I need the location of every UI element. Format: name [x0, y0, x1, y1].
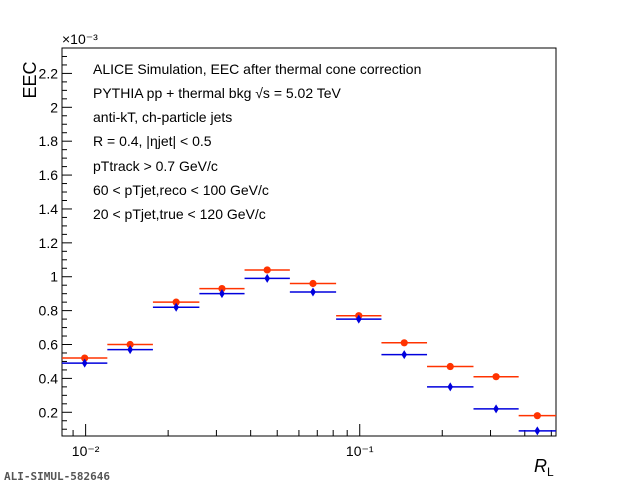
- y-tick-label: 1.4: [39, 201, 59, 217]
- data-point: [81, 358, 88, 368]
- y-tick-label: 0.2: [39, 404, 59, 420]
- y-tick-label: 1: [50, 269, 58, 285]
- series-1: [62, 266, 556, 420]
- data-point: [492, 373, 500, 381]
- y-tick-label: 0.8: [39, 303, 59, 319]
- data-point: [173, 302, 179, 312]
- data-point: [127, 345, 133, 355]
- annotation-line-2: PYTHIA pp + thermal bkg √s = 5.02 TeV: [93, 85, 342, 101]
- data-point: [81, 354, 89, 362]
- annotation-line-4: R = 0.4, |ηjet| < 0.5: [93, 133, 212, 149]
- data-point: [218, 284, 226, 293]
- series-2: [62, 273, 556, 436]
- y-tick-label: 1.6: [39, 167, 59, 183]
- y-exponent-label: ×10⁻³: [62, 31, 98, 47]
- y-tick-label: 2: [50, 99, 58, 115]
- annotation-line-3: anti-kT, ch-particle jets: [93, 109, 232, 125]
- data-point: [447, 382, 454, 392]
- data-series: [62, 266, 556, 436]
- y-axis: 0.2 0.4 0.6 0.8 1 1.2 1.4 1.6 1.8 2 2.2: [39, 47, 72, 430]
- x-tick-label: 10⁻²: [72, 443, 100, 459]
- y-axis-title: EEC: [20, 61, 40, 98]
- y-tick-label: 2.2: [39, 65, 59, 81]
- x-axis-title: RL: [534, 456, 554, 479]
- data-point: [401, 350, 408, 360]
- data-point: [400, 339, 408, 347]
- data-point: [219, 289, 225, 299]
- annotation-line-6: 60 < pTjet,reco < 100 GeV/c: [93, 182, 269, 198]
- annotation-line-5: pTtrack > 0.7 GeV/c: [93, 158, 218, 174]
- data-point: [493, 404, 499, 414]
- footer-id: ALI-SIMUL-582646: [4, 470, 110, 483]
- data-point: [355, 314, 362, 324]
- annotation-line-7: 20 < pTjet,true < 120 GeV/c: [93, 206, 266, 222]
- x-tick-label: 10⁻¹: [346, 443, 374, 459]
- data-point: [126, 340, 134, 349]
- data-point: [263, 266, 271, 274]
- y-tick-label: 0.4: [39, 370, 59, 386]
- y-tick-label: 1.8: [39, 133, 59, 149]
- data-point: [309, 279, 317, 288]
- data-point: [446, 362, 454, 371]
- data-point: [533, 412, 541, 420]
- annotation-block: ALICE Simulation, EEC after thermal cone…: [93, 61, 421, 222]
- data-point: [534, 426, 541, 436]
- x-axis: 10⁻² 10⁻¹: [72, 424, 552, 459]
- y-tick-label: 1.2: [39, 235, 59, 251]
- annotation-line-1: ALICE Simulation, EEC after thermal cone…: [93, 61, 421, 77]
- x-axis-title-sub: L: [547, 465, 554, 479]
- x-axis-title-main: R: [534, 456, 547, 476]
- plot-frame: [61, 47, 557, 437]
- y-tick-label: 0.6: [39, 337, 59, 353]
- data-point: [310, 287, 316, 297]
- data-point: [264, 273, 271, 283]
- data-point: [172, 298, 180, 306]
